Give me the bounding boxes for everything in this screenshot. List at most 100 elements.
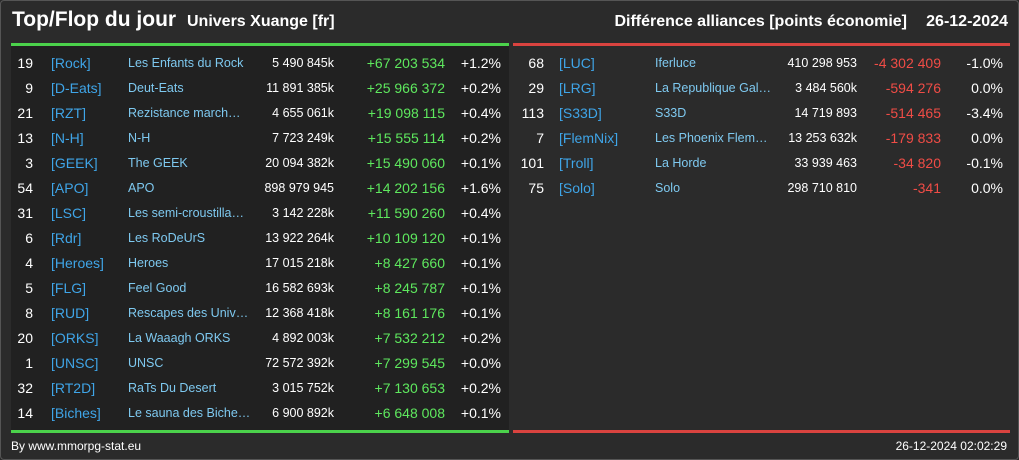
alliance-name-link[interactable]: N-H <box>128 131 151 145</box>
alliance-tag-link[interactable]: [APO] <box>51 180 89 196</box>
points-cell: 14 719 893 <box>794 106 857 120</box>
table-row: 32 [RT2D] RaTs Du Desert 3 015 752k +7 130 6… <box>11 376 509 401</box>
alliance-name-link[interactable]: Les Phoenix Flem… <box>655 131 768 145</box>
alliance-tag-link[interactable]: [FlemNix] <box>559 130 619 146</box>
table-row: 31 [LSC] Les semi-croustilla… 3 142 228k +11… <box>11 201 509 226</box>
alliance-tag-link[interactable]: [RUD] <box>51 305 90 321</box>
alliance-name-link[interactable]: Le sauna des Biche… <box>128 406 251 420</box>
points-cell: 3 015 752k <box>272 381 334 395</box>
table-row: 4 [Heroes] Heroes 17 015 218k +8 427 660 +0.1… <box>11 251 509 276</box>
rank-cell: 21 <box>17 105 33 121</box>
alliance-name-link[interactable]: Rezistance march… <box>128 106 241 120</box>
alliance-tag-link[interactable]: [FLG] <box>51 280 87 296</box>
alliance-tag-link[interactable]: [Solo] <box>559 180 595 196</box>
diff-cell: +14 202 156 <box>366 180 445 196</box>
alliance-tag-link[interactable]: [Biches] <box>51 405 101 421</box>
alliance-name-link[interactable]: Solo <box>655 181 681 195</box>
alliance-tag-link[interactable]: [Heroes] <box>51 255 104 271</box>
alliance-tag-link[interactable]: [D-Eats] <box>51 80 102 96</box>
alliance-name-link[interactable]: APO <box>128 181 155 195</box>
points-cell: 6 900 892k <box>272 406 334 420</box>
flop-list: 68 [LUC] Iferluce 410 298 953 -4 302 409 -1.0… <box>513 51 1010 201</box>
points-cell: 3 484 560k <box>795 81 857 95</box>
alliance-tag-link[interactable]: [S33D] <box>559 105 602 121</box>
points-cell: 7 723 249k <box>272 131 334 145</box>
alliance-name-link[interactable]: Les semi-croustilla… <box>128 206 245 220</box>
alliance-tag-link[interactable]: [N-H] <box>51 130 84 146</box>
points-cell: 4 655 061k <box>272 106 334 120</box>
diff-cell: +10 109 120 <box>366 230 445 246</box>
alliance-name-link[interactable]: UNSC <box>128 356 164 370</box>
alliance-name-link[interactable]: La Horde <box>655 156 707 170</box>
alliance-tag-link[interactable]: [LRG] <box>559 80 596 96</box>
diff-cell: +7 130 653 <box>374 380 445 396</box>
percent-cell: +1.2% <box>460 55 501 71</box>
diff-cell: +7 299 545 <box>374 355 445 371</box>
alliance-name-link[interactable]: La Republique Gala… <box>655 81 777 95</box>
percent-cell: +0.2% <box>460 80 501 96</box>
percent-cell: +1.6% <box>460 180 501 196</box>
top-panel: 19 [Rock] Les Enfants du Rock 5 490 845k +67… <box>11 43 509 433</box>
alliance-name-link[interactable]: Deut-Eats <box>128 81 184 95</box>
points-cell: 20 094 382k <box>265 156 334 170</box>
rank-cell: 75 <box>528 180 544 196</box>
table-row: 13 [N-H] N-H 7 723 249k +15 555 114 +0.2% <box>11 126 509 151</box>
rank-cell: 101 <box>520 155 544 171</box>
table-row: 3 [GEEK] The GEEK 20 094 382k +15 490 060 +0.… <box>11 151 509 176</box>
diff-cell: -341 <box>912 180 941 196</box>
alliance-name-link[interactable]: The GEEK <box>128 156 188 170</box>
alliance-tag-link[interactable]: [GEEK] <box>51 155 98 171</box>
table-row: 1 [UNSC] UNSC 72 572 392k +7 299 545 +0.0% <box>11 351 509 376</box>
alliance-name-link[interactable]: S33D <box>655 106 687 120</box>
alliance-tag-link[interactable]: [Troll] <box>559 155 594 171</box>
table-row: 20 [ORKS] La Waaagh ORKS 4 892 003k +7 532 2… <box>11 326 509 351</box>
flop-panel: 68 [LUC] Iferluce 410 298 953 -4 302 409 -1.0… <box>513 43 1010 433</box>
alliance-name-link[interactable]: Heroes <box>128 256 169 270</box>
table-row: 21 [RZT] Rezistance march… 4 655 061k +19 09… <box>11 101 509 126</box>
diff-cell: +25 966 372 <box>366 80 445 96</box>
table-row: 68 [LUC] Iferluce 410 298 953 -4 302 409 -1.0… <box>513 51 1010 76</box>
points-cell: 72 572 392k <box>265 356 334 370</box>
alliance-name-link[interactable]: Les RoDeUrS <box>128 231 206 245</box>
table-row: 54 [APO] APO 898 979 945 +14 202 156 +1.6% <box>11 176 509 201</box>
diff-cell: -34 820 <box>893 155 941 171</box>
diff-cell: +7 532 212 <box>374 330 445 346</box>
alliance-tag-link[interactable]: [LSC] <box>51 205 87 221</box>
alliance-tag-link[interactable]: [UNSC] <box>51 355 99 371</box>
alliance-name-link[interactable]: Les Enfants du Rock <box>128 56 244 70</box>
points-cell: 410 298 953 <box>787 56 857 70</box>
rank-cell: 6 <box>25 230 33 246</box>
diff-cell: -4 302 409 <box>874 55 941 71</box>
diff-cell: +8 245 787 <box>374 280 445 296</box>
alliance-name-link[interactable]: Feel Good <box>128 281 187 295</box>
alliance-name-link[interactable]: La Waaagh ORKS <box>128 331 231 345</box>
rank-cell: 113 <box>521 105 544 121</box>
rank-cell: 14 <box>17 405 33 421</box>
points-cell: 13 253 632k <box>788 131 857 145</box>
table-row: 113 [S33D] S33D 14 719 893 -514 465 -3.4% <box>513 101 1010 126</box>
rank-cell: 5 <box>25 280 33 296</box>
percent-cell: +0.2% <box>460 130 501 146</box>
rank-cell: 54 <box>17 180 33 196</box>
diff-cell: -179 833 <box>885 130 941 146</box>
rank-cell: 31 <box>17 205 33 221</box>
alliance-tag-link[interactable]: [Rdr] <box>51 230 82 246</box>
percent-cell: +0.1% <box>460 230 501 246</box>
alliance-tag-link[interactable]: [Rock] <box>51 55 91 71</box>
percent-cell: -0.1% <box>966 155 1003 171</box>
alliance-name-link[interactable]: Rescapes des Univ… <box>128 306 249 320</box>
alliance-tag-link[interactable]: [RZT] <box>51 105 86 121</box>
alliance-name-link[interactable]: RaTs Du Desert <box>128 381 217 395</box>
table-row: 101 [Troll] La Horde 33 939 463 -34 820 -0.1% <box>513 151 1010 176</box>
percent-cell: +0.1% <box>460 155 501 171</box>
rank-cell: 9 <box>25 80 33 96</box>
footer-credit[interactable]: By www.mmorpg-stat.eu <box>11 439 142 453</box>
alliance-tag-link[interactable]: [RT2D] <box>51 380 96 396</box>
alliance-tag-link[interactable]: [ORKS] <box>51 330 99 346</box>
percent-cell: +0.2% <box>460 330 501 346</box>
alliance-name-link[interactable]: Iferluce <box>655 56 696 70</box>
percent-cell: +0.1% <box>460 405 501 421</box>
alliance-tag-link[interactable]: [LUC] <box>559 55 595 71</box>
table-row: 7 [FlemNix] Les Phoenix Flem… 13 253 632k -1… <box>513 126 1010 151</box>
rank-cell: 7 <box>536 130 544 146</box>
